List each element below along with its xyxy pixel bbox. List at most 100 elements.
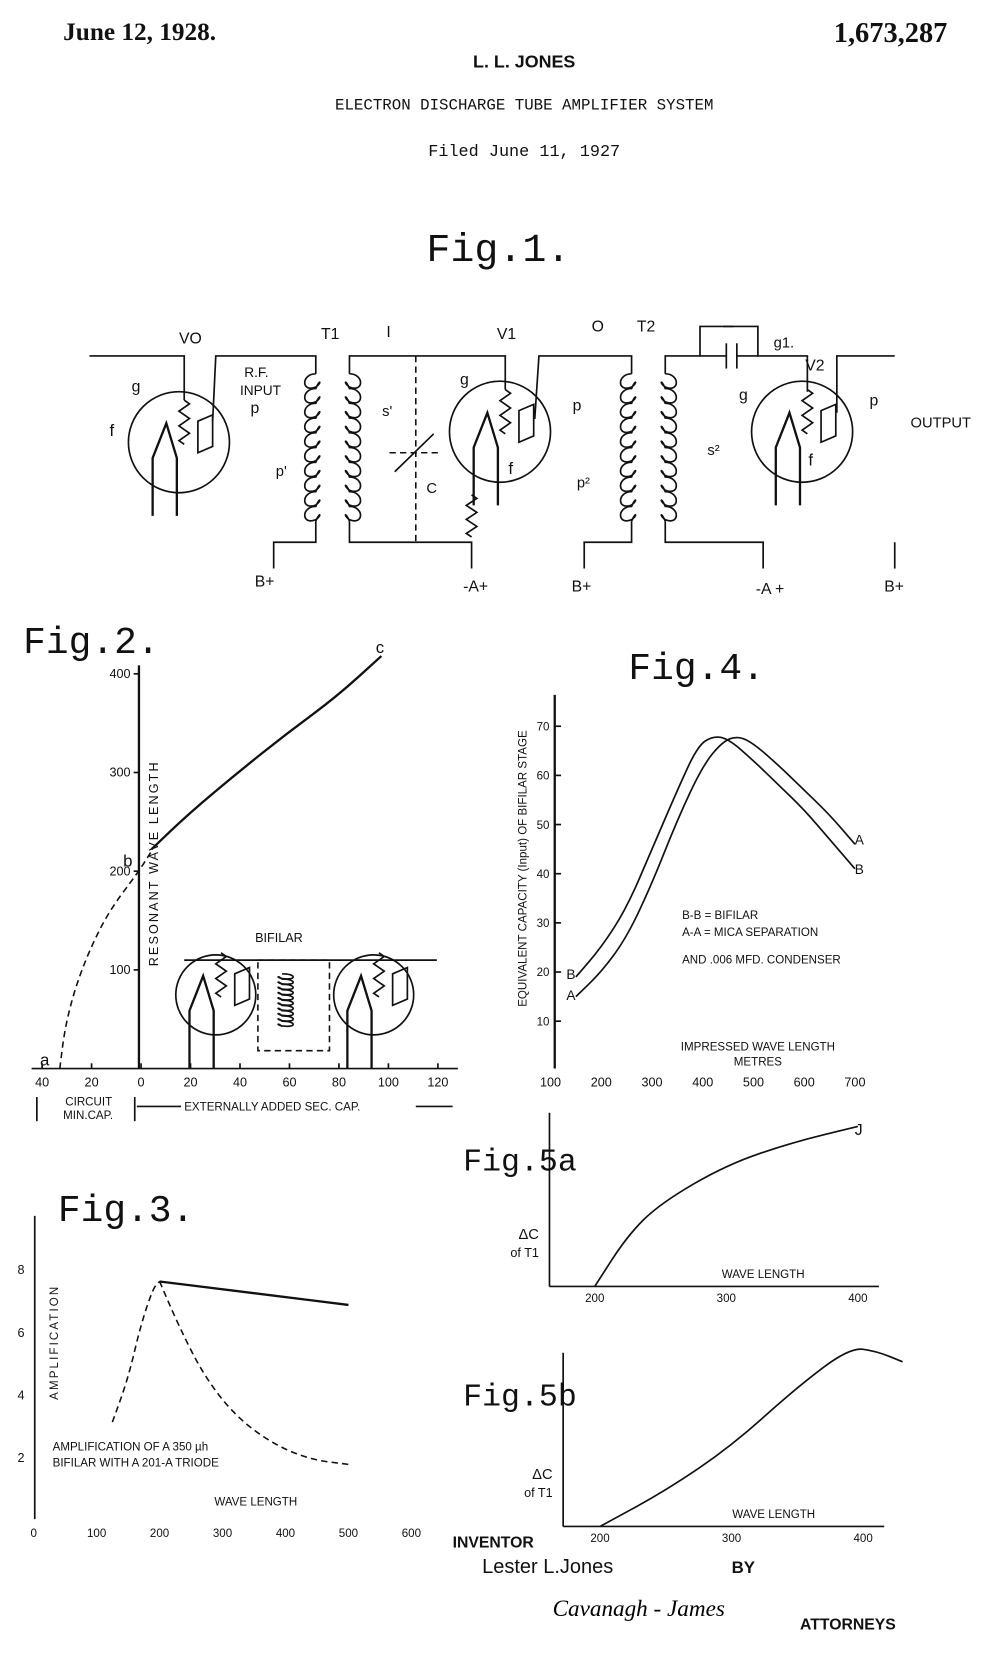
coil-p1 (303, 372, 321, 522)
fig1-label: p (573, 398, 582, 415)
point-label-b: b (123, 851, 132, 870)
x-tick-label: 600 (402, 1528, 421, 1540)
coil-p2 (619, 372, 637, 522)
filament-icon (151, 419, 178, 516)
fig1-label: p (869, 392, 878, 409)
series-line (594, 1125, 859, 1287)
series-line (599, 1348, 903, 1528)
x-tick-label: 100 (378, 1075, 399, 1089)
patent-title: ELECTRON DISCHARGE TUBE AMPLIFIER SYSTEM (335, 97, 713, 115)
fig1-label: p² (577, 476, 590, 492)
y-tick-label: 6 (18, 1326, 25, 1340)
x-tick-label: 400 (692, 1075, 713, 1089)
fig1-label: O (592, 319, 604, 336)
xlabel-left: MIN.CAP. (63, 1110, 113, 1122)
x-axis-label: EXTERNALLY ADDED SEC. CAP. (184, 1102, 360, 1114)
filed-date: Filed June 11, 1927 (428, 143, 620, 162)
fig1-label: C (426, 481, 437, 497)
fig1-label: g (132, 379, 141, 396)
fig3-chart: Fig.3. 0 100 200 300 400 500 600 2 4 6 8 AMPLIFICATI… (18, 1190, 421, 1540)
grid-icon (498, 388, 512, 435)
fig1-label: p (251, 400, 260, 417)
charts: Fig.2.40 20 0 20 40 60 80 100 120100200300400RES… (18, 622, 903, 1545)
y-tick-label: 70 (537, 721, 550, 733)
fig1-label: VO (179, 330, 202, 347)
y-tick-label: 200 (109, 864, 130, 878)
x-tick-label: 300 (717, 1293, 736, 1305)
x-tick-label: 200 (590, 1533, 609, 1545)
x-tick-label: 20 (184, 1075, 198, 1089)
tube-v2 (750, 380, 854, 506)
x-tick-label: 100 (540, 1075, 561, 1089)
series-dashed-fall (158, 1281, 349, 1466)
fig1-label: R.F. (244, 365, 268, 380)
y-axis-label: EQUIVALENT CAPACITY (Input) OF BIFILAR S… (517, 730, 529, 1007)
fig1-label: g1. (774, 336, 794, 352)
filament-icon (188, 972, 215, 1069)
x-tick-label: 100 (87, 1528, 106, 1540)
y-axis-label: of T1 (524, 1486, 553, 1500)
fig1-label: s² (707, 443, 719, 459)
plate-icon (233, 966, 251, 1007)
series-label-a-end: A (855, 832, 865, 847)
inset-tube-left (174, 952, 257, 1069)
fig1-label: B+ (572, 579, 592, 596)
point-label-j: J (855, 1122, 863, 1139)
x-tick-label: 700 (844, 1075, 865, 1089)
xlabel-left: CIRCUIT (65, 1096, 112, 1108)
legend-entry: B-B = BIFILAR (682, 910, 758, 922)
fig4-title: Fig.4. (628, 648, 764, 691)
y-tick-label: 30 (537, 918, 550, 930)
coil-s1 (344, 372, 362, 522)
fig1-label: T1 (321, 326, 339, 343)
fig1-label: f (109, 421, 114, 440)
grid-icon (800, 388, 815, 435)
fig1-label: I (386, 324, 390, 341)
y-tick-label: 400 (109, 667, 130, 681)
y-tick-label: 50 (537, 820, 550, 832)
tube-envelope (448, 380, 552, 484)
coil-s2 (660, 372, 678, 522)
inset-tube-right (332, 952, 415, 1069)
bifilar-coil (277, 972, 294, 1028)
series-solid (150, 655, 383, 851)
x-axis-label: IMPRESSED WAVE LENGTH (681, 1042, 835, 1054)
fig1-label: -A+ (463, 579, 488, 596)
point-label-c: c (376, 638, 384, 657)
y-tick-label: 60 (537, 771, 550, 783)
attorney-signature: Cavanagh - James (553, 1596, 725, 1622)
tube-envelope (332, 954, 415, 1036)
fig1-label: OUTPUT (911, 416, 972, 432)
point-label-a: a (40, 1050, 50, 1069)
y-tick-label: 2 (18, 1451, 25, 1465)
fig3-title: Fig.3. (58, 1190, 194, 1233)
fig1-title: Fig.1. (426, 229, 570, 274)
series-label-b: B (566, 967, 575, 982)
x-tick-label: 300 (722, 1533, 741, 1545)
fig1-label: s' (382, 404, 392, 420)
x-tick-label: 40 (35, 1075, 49, 1089)
filament-icon (346, 972, 373, 1069)
x-tick-label: 0 (30, 1528, 36, 1540)
wire (533, 355, 633, 420)
series-label-a: A (566, 988, 576, 1003)
tube-envelope (127, 390, 231, 494)
wire (583, 521, 633, 569)
x-axis-label: WAVE LENGTH (732, 1509, 815, 1521)
x-tick-label: 200 (591, 1075, 612, 1089)
annotation: AMPLIFICATION OF A 350 µh (53, 1442, 209, 1454)
inset-dashed-box (257, 959, 331, 1052)
tube-envelope (174, 954, 257, 1036)
x-axis-label: METRES (734, 1056, 782, 1068)
by-label: BY (732, 1558, 755, 1577)
filament-icon (472, 409, 500, 506)
x-tick-label: 500 (743, 1075, 764, 1089)
fig2-chart: Fig.2.40 20 0 20 40 60 80 100 120100200300400RES… (23, 622, 458, 1122)
grid-icon (177, 399, 191, 446)
fig1-label: g (460, 371, 469, 388)
wire (348, 355, 507, 390)
attorneys-label: ATTORNEYS (800, 1617, 896, 1634)
fig1-label: INPUT (240, 383, 282, 398)
grid-icon (214, 952, 228, 998)
